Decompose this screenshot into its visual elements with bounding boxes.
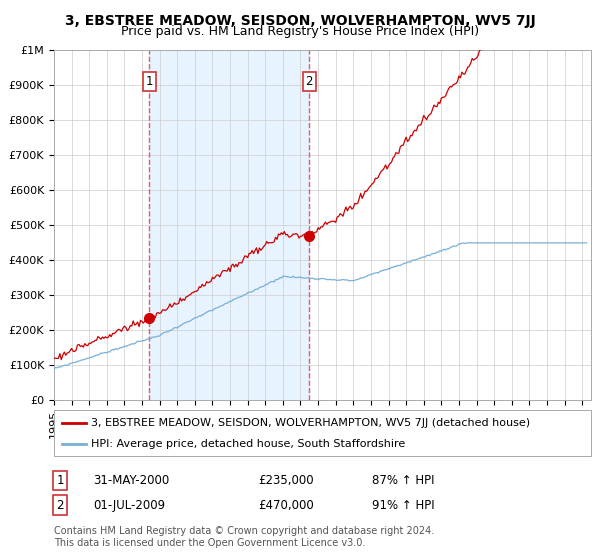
Text: 31-MAY-2000: 31-MAY-2000 [93,474,169,487]
Text: £470,000: £470,000 [258,498,314,512]
Text: Price paid vs. HM Land Registry's House Price Index (HPI): Price paid vs. HM Land Registry's House … [121,25,479,38]
Text: HPI: Average price, detached house, South Staffordshire: HPI: Average price, detached house, Sout… [91,439,405,449]
Text: 01-JUL-2009: 01-JUL-2009 [93,498,165,512]
Text: 1: 1 [56,474,64,487]
Text: 87% ↑ HPI: 87% ↑ HPI [372,474,434,487]
Text: Contains HM Land Registry data © Crown copyright and database right 2024.
This d: Contains HM Land Registry data © Crown c… [54,526,434,548]
Text: 3, EBSTREE MEADOW, SEISDON, WOLVERHAMPTON, WV5 7JJ: 3, EBSTREE MEADOW, SEISDON, WOLVERHAMPTO… [65,14,535,28]
Text: 3, EBSTREE MEADOW, SEISDON, WOLVERHAMPTON, WV5 7JJ (detached house): 3, EBSTREE MEADOW, SEISDON, WOLVERHAMPTO… [91,418,530,428]
Bar [149,50,309,400]
Text: 2: 2 [56,498,64,512]
Text: 1: 1 [146,76,153,88]
Text: 91% ↑ HPI: 91% ↑ HPI [372,498,434,512]
Text: 2: 2 [305,76,313,88]
Text: £235,000: £235,000 [258,474,314,487]
